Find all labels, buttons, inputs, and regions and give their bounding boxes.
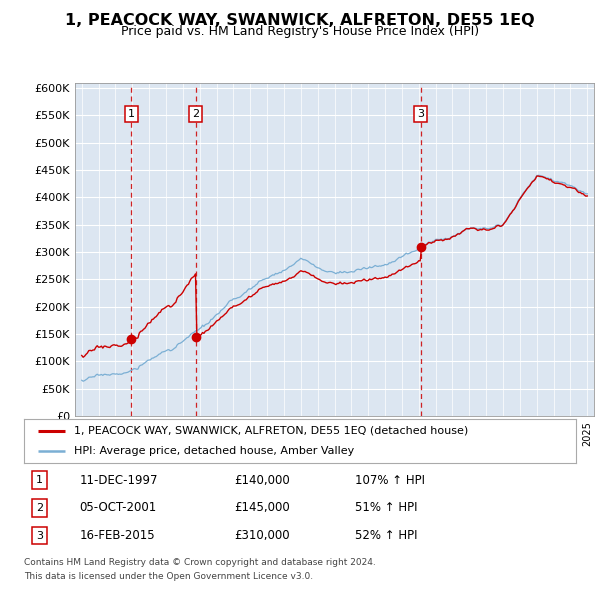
Text: 1, PEACOCK WAY, SWANWICK, ALFRETON, DE55 1EQ (detached house): 1, PEACOCK WAY, SWANWICK, ALFRETON, DE55… xyxy=(74,426,468,436)
Text: 3: 3 xyxy=(417,109,424,119)
Text: 16-FEB-2015: 16-FEB-2015 xyxy=(79,529,155,542)
Text: This data is licensed under the Open Government Licence v3.0.: This data is licensed under the Open Gov… xyxy=(24,572,313,581)
Text: £145,000: £145,000 xyxy=(234,502,290,514)
Text: 1, PEACOCK WAY, SWANWICK, ALFRETON, DE55 1EQ: 1, PEACOCK WAY, SWANWICK, ALFRETON, DE55… xyxy=(65,13,535,28)
Text: Price paid vs. HM Land Registry's House Price Index (HPI): Price paid vs. HM Land Registry's House … xyxy=(121,25,479,38)
Text: 107% ↑ HPI: 107% ↑ HPI xyxy=(355,474,425,487)
Text: £310,000: £310,000 xyxy=(234,529,289,542)
Text: 2: 2 xyxy=(36,503,43,513)
Text: 11-DEC-1997: 11-DEC-1997 xyxy=(79,474,158,487)
Text: Contains HM Land Registry data © Crown copyright and database right 2024.: Contains HM Land Registry data © Crown c… xyxy=(24,558,376,566)
Text: 2: 2 xyxy=(192,109,199,119)
Text: 1: 1 xyxy=(128,109,135,119)
Text: £140,000: £140,000 xyxy=(234,474,290,487)
Text: 52% ↑ HPI: 52% ↑ HPI xyxy=(355,529,418,542)
Text: 05-OCT-2001: 05-OCT-2001 xyxy=(79,502,157,514)
Text: HPI: Average price, detached house, Amber Valley: HPI: Average price, detached house, Ambe… xyxy=(74,446,354,456)
Text: 1: 1 xyxy=(36,475,43,485)
Text: 3: 3 xyxy=(36,531,43,541)
Text: 51% ↑ HPI: 51% ↑ HPI xyxy=(355,502,418,514)
